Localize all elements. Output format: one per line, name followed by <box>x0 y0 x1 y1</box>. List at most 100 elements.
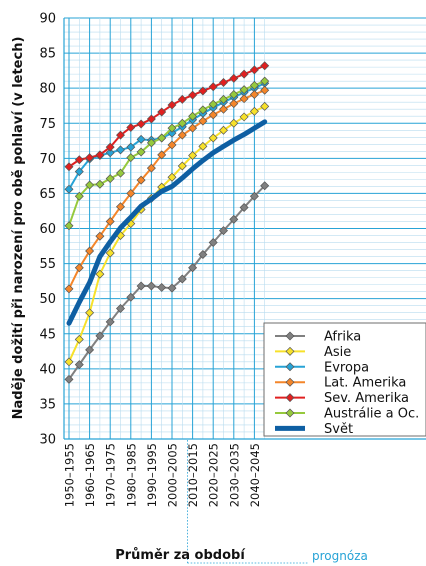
data-point <box>260 101 270 111</box>
data-point <box>116 145 125 155</box>
data-point <box>85 246 95 256</box>
data-point <box>229 214 239 224</box>
data-point <box>116 130 125 140</box>
data-point <box>229 118 239 128</box>
data-point <box>167 140 177 150</box>
data-point <box>249 191 259 201</box>
data-point <box>136 119 146 129</box>
data-point <box>64 184 74 194</box>
y-tick-label: 55 <box>39 257 56 272</box>
data-point <box>208 238 218 248</box>
data-point <box>85 180 95 190</box>
data-point <box>260 61 270 71</box>
data-point <box>85 308 95 318</box>
y-tick-label: 80 <box>39 82 56 97</box>
legend-item: Afrika <box>275 330 361 345</box>
legend-label: Afrika <box>324 330 361 345</box>
x-tick-label: 2020–2025 <box>207 443 221 507</box>
data-point <box>126 292 136 302</box>
data-point <box>198 141 208 151</box>
data-point <box>249 89 259 99</box>
data-point <box>95 269 105 279</box>
x-tick-label: 2000–2005 <box>166 443 180 507</box>
data-point <box>116 168 125 178</box>
data-point <box>177 118 187 128</box>
data-point <box>64 221 74 231</box>
data-point <box>198 105 208 115</box>
data-point <box>208 99 218 109</box>
legend-label: Evropa <box>324 360 369 375</box>
data-point <box>136 134 146 144</box>
data-point <box>177 161 187 171</box>
y-tick-label: 40 <box>39 362 56 377</box>
data-point <box>177 94 187 104</box>
data-point <box>188 151 198 161</box>
data-point <box>105 142 115 152</box>
legend-swatch-marker <box>285 346 295 356</box>
data-point <box>167 283 177 293</box>
y-axis-title: Naděje dožití při narození pro obě pohla… <box>11 37 26 420</box>
data-point <box>167 100 177 110</box>
y-tick-label: 85 <box>39 47 56 62</box>
data-point <box>85 153 95 163</box>
data-point <box>229 89 239 99</box>
data-point <box>260 85 270 95</box>
series-afrika <box>64 181 270 384</box>
data-point <box>105 148 115 158</box>
x-tick-label: 1980–1985 <box>124 443 138 507</box>
data-point <box>198 86 208 96</box>
x-tick-label: 1970–1975 <box>104 443 118 507</box>
y-tick-label: 70 <box>39 152 56 167</box>
data-point <box>260 76 270 86</box>
x-tick-label: 1990–1995 <box>145 443 159 507</box>
data-point <box>157 133 167 143</box>
data-point <box>85 345 95 355</box>
data-point <box>167 172 177 182</box>
data-point <box>64 284 74 294</box>
data-point <box>95 331 105 341</box>
data-point <box>116 202 125 212</box>
series-group <box>64 61 270 384</box>
legend-swatch-marker <box>285 377 295 387</box>
series-australie-a-oc <box>64 76 270 231</box>
legend-item: Svět <box>275 422 353 437</box>
data-point <box>229 73 239 83</box>
legend-swatch-marker <box>285 331 295 341</box>
data-point <box>260 181 270 191</box>
y-tick-label: 75 <box>39 117 56 132</box>
data-point <box>198 116 208 126</box>
y-tick-label: 45 <box>39 327 56 342</box>
data-point <box>219 125 228 135</box>
legend-label: Austrálie a Oc. <box>324 407 419 422</box>
forecast-label: prognóza <box>312 549 368 563</box>
data-point <box>239 202 249 212</box>
data-point <box>116 303 125 313</box>
legend-item: Austrálie a Oc. <box>275 407 419 422</box>
x-tick-label: 2030–2035 <box>227 443 241 507</box>
data-point <box>136 175 146 185</box>
data-point <box>208 110 218 120</box>
data-point <box>177 274 187 284</box>
series-sev-amerika <box>64 61 270 172</box>
data-point <box>229 99 239 109</box>
data-point <box>105 216 115 226</box>
data-point <box>239 94 249 104</box>
data-point <box>74 155 84 165</box>
data-point <box>74 334 84 344</box>
legend-label: Svět <box>324 422 353 437</box>
data-point <box>126 153 136 163</box>
legend-item: Asie <box>275 345 351 360</box>
data-point <box>126 122 136 132</box>
y-tick-label: 30 <box>39 433 56 448</box>
data-point <box>146 163 156 173</box>
data-point <box>249 106 259 116</box>
data-point <box>249 65 259 75</box>
data-point <box>95 179 105 189</box>
data-point <box>74 167 84 177</box>
legend-label: Asie <box>324 345 351 360</box>
data-point <box>188 263 198 273</box>
x-axis-title: Průměr za období <box>115 548 246 563</box>
series-svet <box>66 119 268 326</box>
